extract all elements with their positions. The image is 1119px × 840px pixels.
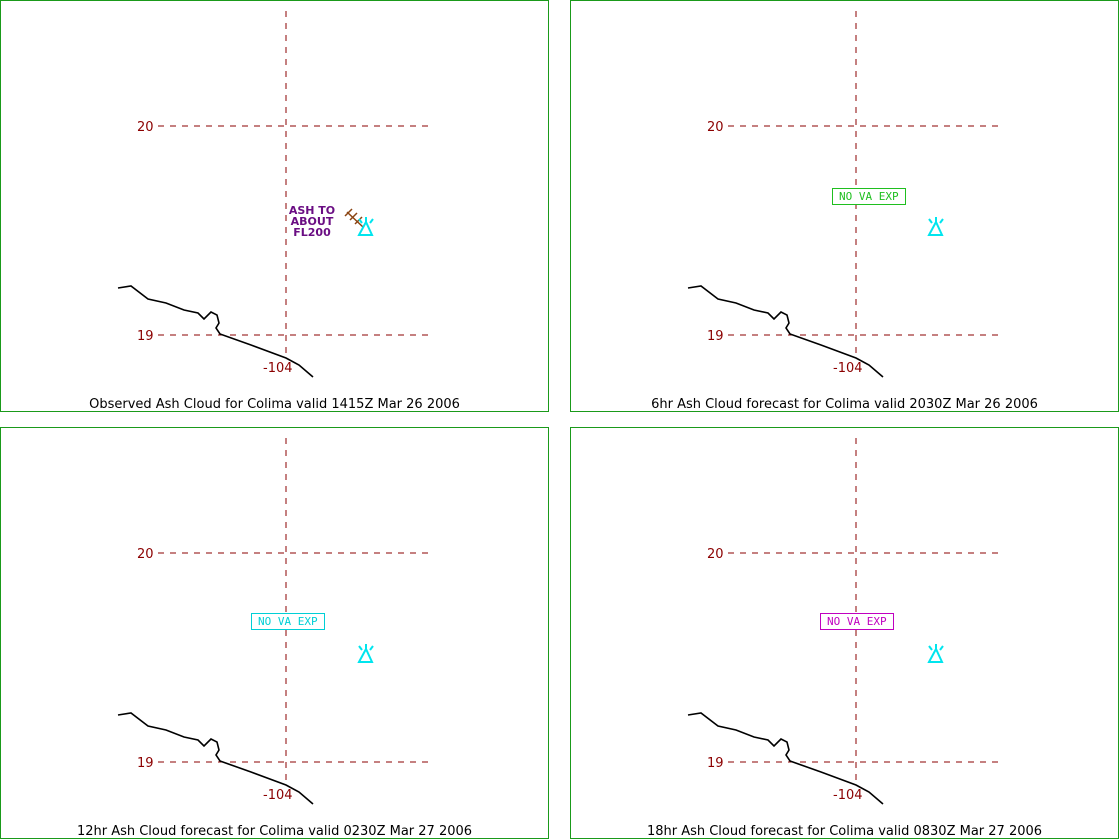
no-va-expected-box: NO VA EXP [832,188,906,205]
lon-label-104: -104 [263,788,293,803]
ash-label-line-3: FL200 [293,226,331,239]
ash-symbol-icon [344,208,364,228]
map-canvas: 20 19 -104 [117,11,431,378]
volcano-icon [357,217,374,236]
lon-label-104: -104 [833,361,863,376]
map-canvas: 20 19 -104 [687,438,1001,805]
lat-label-19: 19 [707,329,724,344]
panel-caption: 6hr Ash Cloud forecast for Colima valid … [651,397,1038,412]
volcano-icon [357,644,374,663]
map-panel-observed: 20 19 -104 ASH TO ABOUT FL200 Observed A… [0,0,549,412]
lat-label-20: 20 [137,120,154,135]
coastline [687,285,884,378]
panel-caption: 18hr Ash Cloud forecast for Colima valid… [646,824,1043,839]
coastline [117,712,314,805]
lat-label-20: 20 [707,120,724,135]
coastline [117,285,314,378]
volcano-icon [927,217,944,236]
no-va-expected-box: NO VA EXP [251,613,325,630]
lat-label-19: 19 [707,756,724,771]
panel-caption: 12hr Ash Cloud forecast for Colima valid… [76,824,473,839]
panel-caption: Observed Ash Cloud for Colima valid 1415… [89,397,460,412]
coastline [687,712,884,805]
map-panel-6hr: 20 19 -104 NO VA EXP 6hr Ash Cloud forec… [570,0,1119,412]
map-canvas: 20 19 -104 [117,438,431,805]
lat-label-19: 19 [137,756,154,771]
no-va-expected-box: NO VA EXP [820,613,894,630]
ash-label-line-1: ASH TO [288,204,336,217]
ash-label-line-2: ABOUT [290,215,334,228]
map-panel-18hr: 20 19 -104 NO VA EXP 18hr Ash Cloud fore… [570,427,1119,839]
lon-label-104: -104 [263,361,293,376]
lon-label-104: -104 [833,788,863,803]
lat-label-20: 20 [137,547,154,562]
ash-height-label: ASH TO ABOUT FL200 [285,205,339,238]
volcano-icon [927,644,944,663]
lat-label-20: 20 [707,547,724,562]
lat-label-19: 19 [137,329,154,344]
map-panel-12hr: 20 19 -104 NO VA EXP 12hr Ash Cloud fore… [0,427,549,839]
map-canvas: 20 19 -104 [687,11,1001,378]
